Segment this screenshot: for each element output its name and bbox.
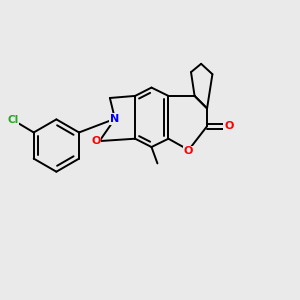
Text: N: N: [110, 114, 120, 124]
Text: Cl: Cl: [7, 115, 19, 125]
Text: O: O: [224, 121, 233, 131]
Text: N: N: [110, 114, 120, 124]
Text: O: O: [184, 146, 193, 157]
Text: Cl: Cl: [7, 115, 19, 125]
Text: O: O: [184, 146, 193, 157]
Text: O: O: [91, 136, 101, 146]
Text: O: O: [224, 121, 233, 131]
Text: O: O: [91, 136, 101, 146]
